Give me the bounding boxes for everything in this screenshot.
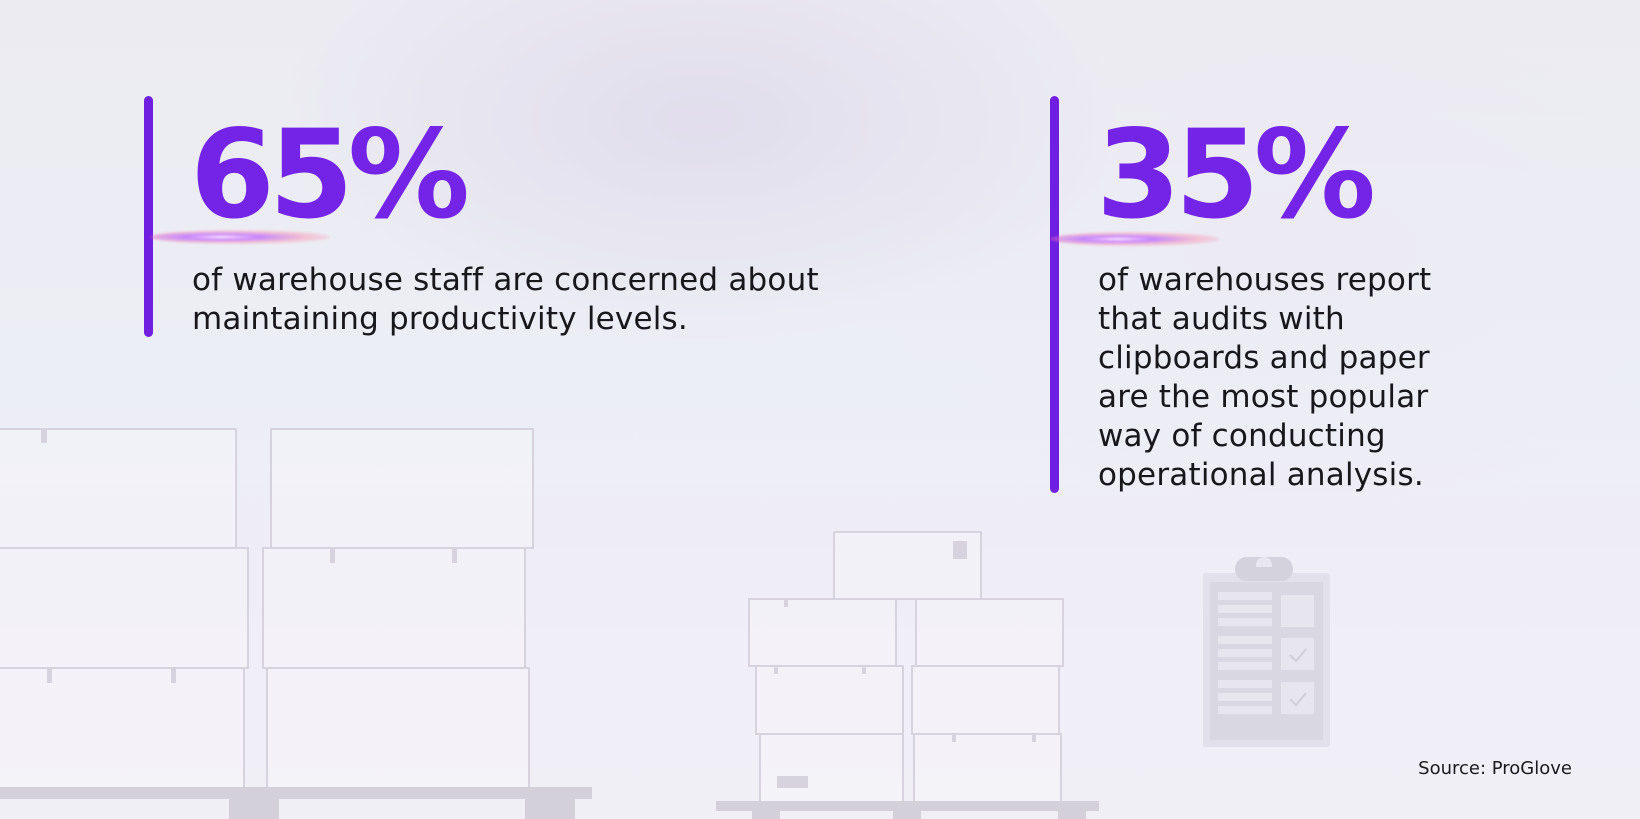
- clipboard-icon: [1203, 557, 1330, 747]
- stat-2-accent-bar: [1050, 96, 1059, 493]
- stat-1-value: 65%: [190, 104, 470, 246]
- stat-1-glow: [150, 230, 330, 244]
- source-citation: Source: ProGlove: [1418, 758, 1572, 779]
- stat-2-value: 35%: [1096, 104, 1376, 246]
- stat-1-accent-bar: [144, 96, 153, 337]
- stat-2-glow: [1050, 232, 1220, 246]
- stat-1-description: of warehouse staff are concerned about m…: [192, 262, 819, 337]
- stat-2-description: of warehouses report that audits with cl…: [1098, 262, 1432, 493]
